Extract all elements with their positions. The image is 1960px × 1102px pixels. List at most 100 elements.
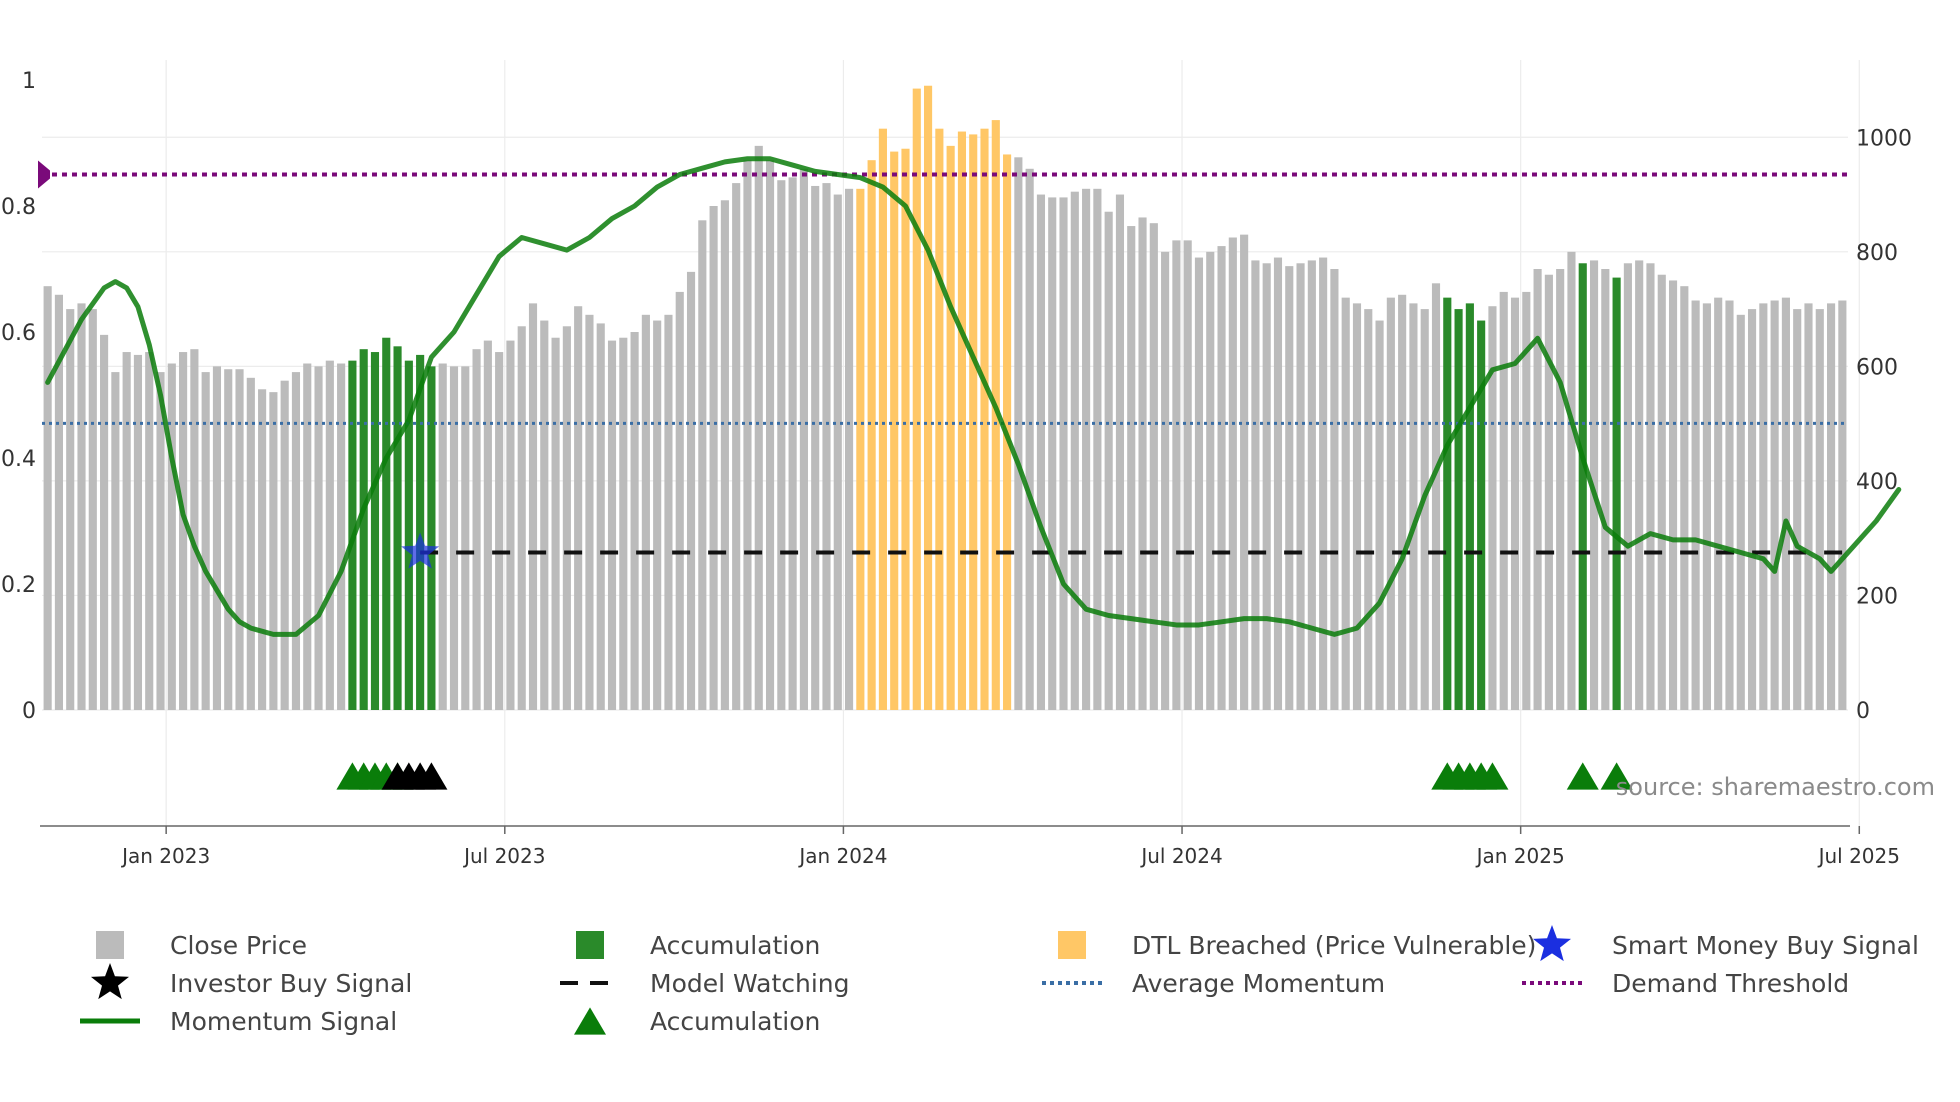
price-bar (1668, 280, 1678, 710)
dtl-bar (867, 160, 876, 710)
dtl-bar (856, 188, 865, 710)
price-bar (1601, 269, 1610, 710)
demand-threshold-marker (38, 160, 50, 189)
price-bar (167, 363, 176, 710)
price-bar (122, 352, 131, 710)
accumulation-bar (393, 346, 402, 710)
dtl-bar (957, 131, 966, 710)
price-bar (574, 306, 583, 710)
left-y-tick-label: 0.2 (1, 573, 36, 598)
legend-label: Accumulation (650, 931, 820, 960)
price-bar (1375, 320, 1384, 710)
price-bar (1341, 297, 1350, 710)
price-bar (1048, 197, 1057, 711)
price-bar (1747, 309, 1757, 710)
price-bar (619, 337, 628, 710)
price-bar (212, 366, 222, 710)
price-bar (1183, 240, 1192, 710)
x-tick-label: Jul 2024 (1139, 844, 1222, 868)
price-bar (1781, 297, 1790, 710)
price-bar (698, 220, 707, 710)
price-bar (1217, 246, 1226, 710)
investor-buy-marker (415, 762, 448, 790)
price-bar (1725, 300, 1734, 710)
accumulation-bar (427, 366, 436, 710)
price-bar (1499, 291, 1508, 710)
price-bar (145, 352, 154, 710)
price-bar (540, 320, 549, 710)
legend-label: Investor Buy Signal (170, 969, 412, 998)
price-bar (1420, 309, 1429, 710)
price-bar (720, 200, 729, 711)
price-bar (1206, 251, 1215, 710)
price-bar (88, 309, 97, 710)
price-bar (551, 337, 560, 710)
price-bar (472, 349, 481, 710)
right-y-tick-label: 1000 (1856, 126, 1912, 151)
dtl-bar (901, 148, 910, 710)
price-bar (1070, 191, 1079, 710)
dtl-bar (878, 128, 887, 710)
accumulation-bar (1454, 309, 1463, 710)
price-bar (788, 177, 797, 710)
accumulation-bar (1578, 263, 1587, 710)
price-bar (1273, 257, 1283, 710)
price-bar (630, 332, 639, 710)
price-bar (1240, 234, 1249, 711)
accumulation-bar (1477, 320, 1486, 710)
price-bar (777, 180, 786, 710)
x-tick-label: Jul 2023 (462, 844, 545, 868)
price-bar (675, 291, 684, 710)
x-tick-label: Jan 2024 (797, 844, 887, 868)
price-bar (1702, 303, 1711, 710)
accumulation-triangle (1476, 762, 1509, 790)
price-bar (246, 377, 255, 710)
price-bar (732, 183, 741, 710)
price-bar (1307, 260, 1316, 710)
x-tick-label: Jan 2023 (120, 844, 210, 868)
dtl-bar (991, 120, 1000, 710)
legend: Close Price Accumulation DTL Breached (Pri… (80, 925, 1919, 1036)
price-bar (1657, 274, 1666, 710)
left-y-tick-label: 0.8 (1, 195, 36, 220)
x-ticks: Jan 2023 Jul 2023 Jan 2024 Jul 2024 Jan 2025… (120, 826, 1900, 868)
x-tick-label: Jul 2025 (1817, 844, 1900, 868)
price-bar (1115, 194, 1125, 710)
price-bar (1691, 300, 1700, 710)
momentum-signal (45, 156, 1902, 637)
price-bar (641, 314, 650, 710)
price-bar (1759, 303, 1768, 710)
price-bar (495, 352, 504, 710)
price-bar (66, 309, 75, 710)
accumulation-bar (1465, 303, 1474, 710)
price-bar (1544, 274, 1553, 710)
price-bar (43, 286, 52, 710)
price-bar (562, 326, 571, 710)
price-bar (585, 314, 594, 710)
right-y-tick-label: 200 (1856, 584, 1898, 609)
price-bar (1104, 211, 1113, 710)
legend-label: Close Price (170, 931, 307, 960)
price-bar (280, 380, 289, 710)
price-bar (1793, 309, 1802, 710)
right-y-ticks: 0 200 400 600 800 1000 (1856, 126, 1912, 724)
price-bar (1285, 266, 1294, 710)
price-bar (1827, 303, 1836, 710)
price-bar (1319, 257, 1328, 710)
price-bar (743, 160, 752, 710)
legend-star (1532, 925, 1572, 962)
price-bar (111, 372, 120, 710)
x-tick-label: Jan 2025 (1475, 844, 1565, 868)
accumulation-triangle (1600, 762, 1633, 790)
price-bar (1364, 309, 1373, 710)
price-bar (1059, 197, 1068, 711)
price-bar (100, 334, 109, 710)
price-bar (596, 323, 605, 710)
accumulation-bar (370, 352, 380, 710)
legend-label: DTL Breached (Price Vulnerable) (1132, 931, 1536, 960)
dtl-bar (946, 145, 955, 710)
accumulation-triangle (1566, 762, 1599, 790)
dtl-bar (924, 85, 933, 710)
price-bar (811, 185, 820, 711)
